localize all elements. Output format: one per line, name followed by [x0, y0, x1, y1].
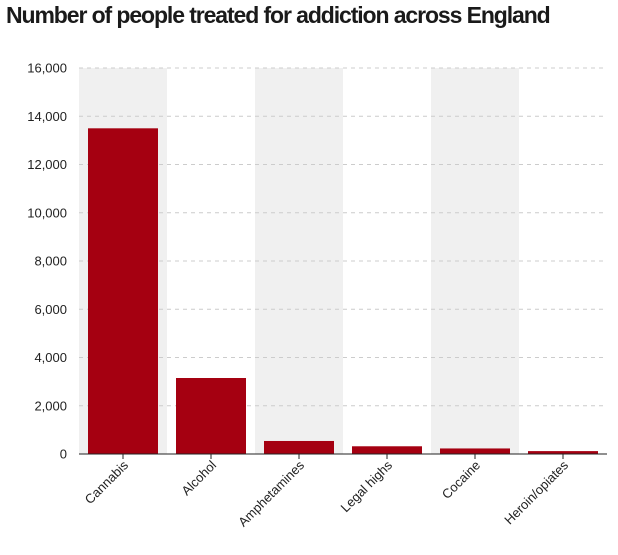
- x-axis: [79, 453, 607, 459]
- x-tick-label: Alcohol: [178, 457, 219, 498]
- y-tick-label: 4,000: [34, 350, 67, 365]
- bar-legal-highs: [352, 446, 422, 454]
- x-tick-label: Cocaine: [439, 458, 483, 502]
- bar-heroin-opiates: [528, 451, 598, 454]
- y-tick-label: 6,000: [34, 302, 67, 317]
- x-tick-label: Amphetamines: [235, 457, 307, 529]
- y-tick-label: 12,000: [27, 157, 67, 172]
- x-tick-label: Legal highs: [337, 457, 395, 515]
- y-tick-label: 14,000: [27, 109, 67, 124]
- y-tick-label: 8,000: [34, 254, 67, 269]
- bar-cocaine: [440, 448, 510, 454]
- gridlines: [79, 67, 607, 407]
- x-tick-label: Cannabis: [82, 457, 132, 507]
- bar-alcohol: [176, 378, 246, 454]
- x-tick-labels: Cannabis Alcohol Amphetamines Legal highs Co…: [82, 457, 572, 529]
- bar-cannabis: [88, 128, 158, 454]
- chart-title: Number of people treated for addiction a…: [6, 2, 551, 28]
- bars: [88, 128, 598, 454]
- y-tick-labels: 0 2,000 4,000 6,000 8,000 10,000 12,000 14,000 1…: [27, 61, 67, 462]
- y-tick-label: 2,000: [34, 398, 67, 413]
- bar-amphetamines: [264, 440, 334, 454]
- y-tick-label: 16,000: [27, 61, 67, 76]
- y-tick-label: 0: [60, 447, 67, 462]
- y-tick-label: 10,000: [27, 205, 67, 220]
- x-tick-label: Heroin/opiates: [501, 457, 571, 527]
